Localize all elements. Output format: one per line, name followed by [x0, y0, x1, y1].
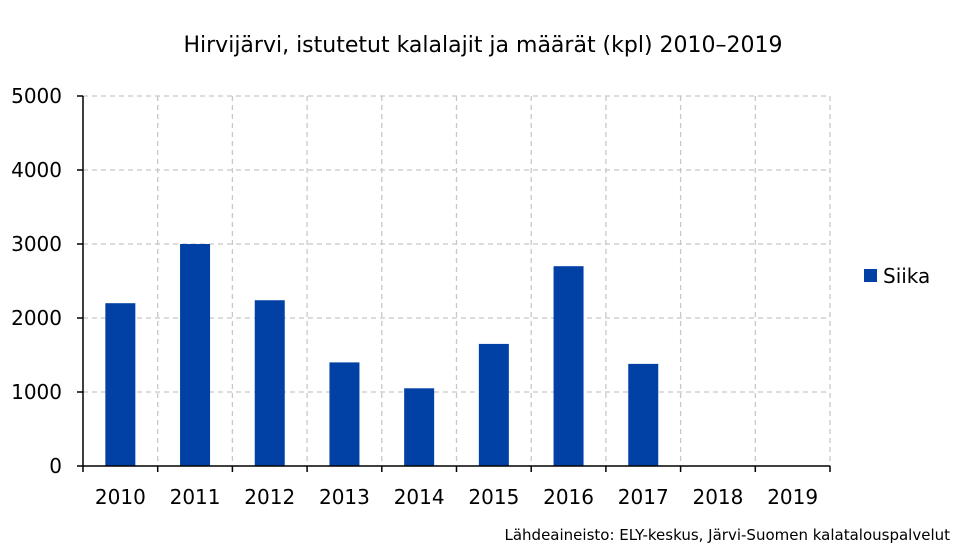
legend-swatch — [864, 269, 877, 282]
chart-title: Hirvijärvi, istutetut kalalajit ja määrä… — [183, 33, 782, 58]
x-tick-label: 2018 — [692, 485, 743, 509]
x-tick-labels: 2010 2011 2012 2013 2014 2015 2016 2017 2018 2019 — [95, 485, 818, 509]
bar-2011 — [180, 244, 211, 466]
x-tick-label: 2014 — [394, 485, 445, 509]
bar-2016 — [553, 266, 584, 466]
y-tick-labels: 0 1000 2000 3000 4000 5000 — [11, 84, 62, 478]
x-tick-label: 2013 — [319, 485, 370, 509]
x-tick-label: 2019 — [767, 485, 818, 509]
x-tick-label: 2011 — [170, 485, 221, 509]
bar-2012 — [254, 300, 285, 466]
x-tick-label: 2012 — [244, 485, 295, 509]
y-tick-label: 4000 — [11, 158, 62, 182]
source-note: Lähdeaineisto: ELY-keskus, Järvi-Suomen … — [505, 526, 951, 544]
x-tick-label: 2016 — [543, 485, 594, 509]
bars — [105, 244, 659, 466]
gridlines — [83, 95, 831, 466]
y-tick-label: 1000 — [11, 380, 62, 404]
x-tick-label: 2010 — [95, 485, 146, 509]
legend-label: Siika — [883, 264, 930, 288]
y-tick-label: 5000 — [11, 84, 62, 108]
axes — [77, 95, 831, 472]
bar-2010 — [105, 303, 136, 466]
y-tick-label: 2000 — [11, 306, 62, 330]
legend: Siika — [864, 264, 930, 288]
x-tick-label: 2015 — [468, 485, 519, 509]
bar-2015 — [478, 343, 509, 466]
bar-2014 — [404, 388, 435, 466]
x-tick-label: 2017 — [618, 485, 669, 509]
bar-2017 — [628, 363, 659, 466]
y-tick-label: 3000 — [11, 232, 62, 256]
y-tick-label: 0 — [49, 454, 62, 478]
bar-2013 — [329, 362, 360, 466]
